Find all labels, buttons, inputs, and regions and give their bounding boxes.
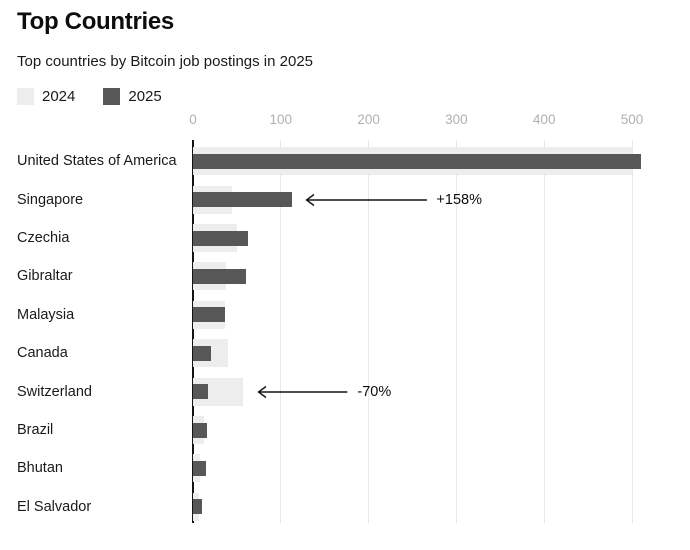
annotation-text: -70%	[357, 383, 392, 400]
country-label: Czechia	[17, 229, 70, 246]
chart-title: Top Countries	[17, 8, 174, 35]
x-tick-label: 300	[445, 112, 468, 127]
bar-2025	[193, 422, 208, 438]
legend-item-2024: 2024	[17, 88, 75, 105]
x-tick-label: 500	[620, 112, 644, 127]
x-tick-label: 400	[532, 112, 556, 127]
x-tick-label: 200	[357, 112, 380, 127]
gridline	[280, 140, 282, 523]
bar-2025	[193, 384, 208, 400]
country-label: United States of America	[17, 153, 177, 170]
gridline	[368, 140, 370, 523]
gridline	[543, 140, 545, 523]
legend-swatch-2025	[103, 88, 121, 105]
bar-2025	[193, 192, 293, 208]
bar-2025	[193, 499, 202, 515]
bar-2025	[193, 153, 641, 169]
legend-label-2024: 2024	[42, 88, 76, 105]
legend-swatch-2024	[17, 88, 34, 105]
gridline	[455, 140, 457, 523]
legend-item-2025: 2025	[103, 88, 162, 105]
country-label: Switzerland	[17, 383, 92, 400]
country-label: El Salvador	[17, 498, 92, 515]
x-tick-label: 0	[189, 112, 197, 127]
bar-2025	[193, 230, 249, 246]
bar-2025	[193, 307, 226, 323]
country-label: Malaysia	[17, 306, 75, 323]
x-tick-label: 100	[269, 112, 293, 127]
country-label: Brazil	[17, 421, 54, 438]
legend: 2024 2025	[17, 88, 162, 105]
axis-line	[192, 140, 194, 523]
bar-2025	[193, 460, 207, 476]
country-label: Gibraltar	[17, 268, 73, 285]
annotation-arrow	[304, 193, 427, 206]
country-label: Singapore	[17, 191, 84, 208]
chart-subtitle: Top countries by Bitcoin job postings in…	[17, 53, 314, 70]
bar-2025	[193, 268, 246, 284]
legend-label-2025: 2025	[128, 88, 162, 105]
gridline	[631, 140, 633, 523]
annotation-text: +158%	[436, 191, 482, 208]
country-label: Bhutan	[17, 460, 63, 477]
country-label: Canada	[17, 345, 68, 362]
annotation-arrow	[257, 385, 348, 398]
bar-2025	[193, 345, 211, 361]
